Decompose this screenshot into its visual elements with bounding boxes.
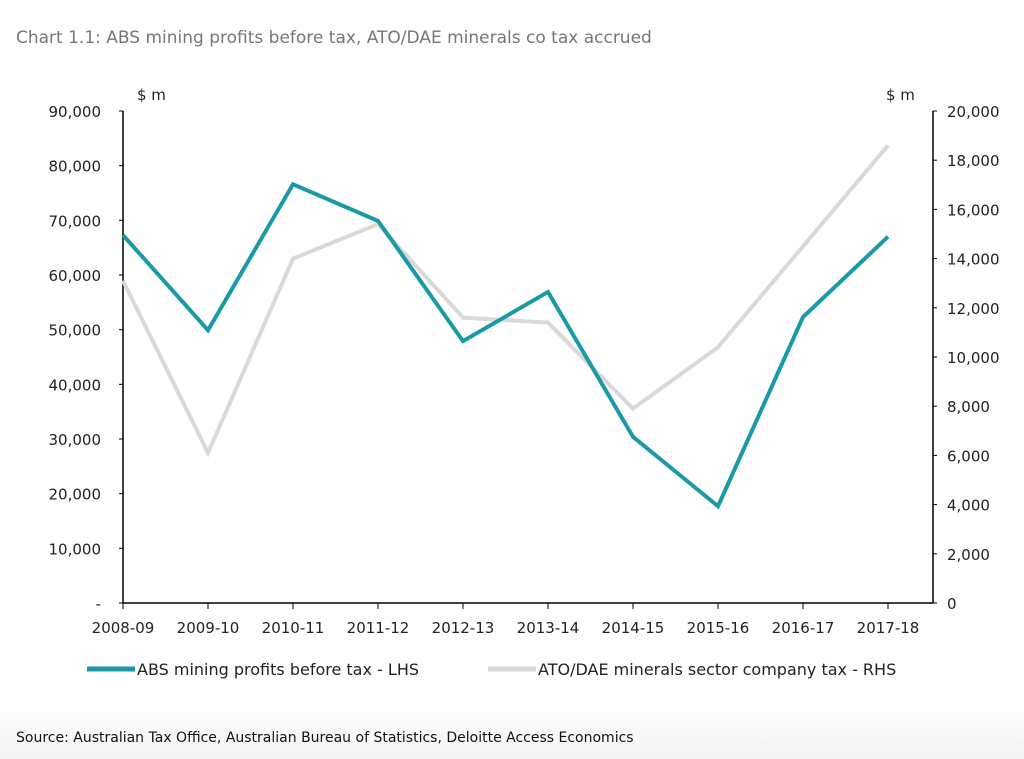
left-axis-unit: $ m (137, 86, 166, 104)
right-tick-label: 8,000 (947, 398, 990, 416)
left-tick-label: 20,000 (49, 486, 102, 504)
right-tick-label: 18,000 (947, 152, 1000, 170)
right-axis-unit: $ m (886, 86, 915, 104)
right-tick-label: 12,000 (947, 300, 1000, 318)
right-tick-label: 2,000 (947, 546, 990, 564)
right-tick-label: 10,000 (947, 349, 1000, 367)
x-tick-label: 2013-14 (517, 619, 580, 637)
left-tick-label: 50,000 (49, 322, 102, 340)
right-tick-label: 4,000 (947, 497, 990, 515)
x-tick-label: 2016-17 (772, 619, 835, 637)
legend-label-abs: ABS mining profits before tax - LHS (137, 660, 419, 679)
left-tick-label: 30,000 (49, 431, 102, 449)
line-chart: - 10,000 20,000 30,000 40,000 50,000 60,000 70,… (49, 86, 1000, 679)
right-tick-label: 6,000 (947, 447, 990, 465)
series-line-abs-profits (121, 181, 890, 510)
left-tick-label: 90,000 (49, 103, 102, 121)
x-tick-label: 2008-09 (92, 619, 155, 637)
x-tick-label: 2011-12 (347, 619, 410, 637)
right-tick-label: 0 (947, 595, 957, 613)
right-tick-label: 14,000 (947, 251, 1000, 269)
right-tick-label: 20,000 (947, 103, 1000, 121)
left-tick-label: - (96, 595, 101, 613)
x-tick-label: 2017-18 (857, 619, 920, 637)
x-tick-label: 2012-13 (432, 619, 495, 637)
x-tick-label: 2015-16 (687, 619, 750, 637)
chart-title: Chart 1.1: ABS mining profits before tax… (16, 28, 652, 48)
left-tick-label: 70,000 (49, 212, 102, 230)
left-tick-label: 40,000 (49, 376, 102, 394)
x-tick-label: 2010-11 (262, 619, 325, 637)
series-line-ato-tax (121, 144, 890, 458)
x-tick-label: 2014-15 (602, 619, 665, 637)
left-tick-label: 80,000 (49, 158, 102, 176)
x-tick-label: 2009-10 (177, 619, 240, 637)
source-note: Source: Australian Tax Office, Australia… (16, 730, 634, 746)
right-tick-label: 16,000 (947, 201, 1000, 219)
footer-band (0, 700, 1024, 759)
legend-label-ato: ATO/DAE minerals sector company tax - RH… (538, 660, 896, 679)
left-tick-label: 10,000 (49, 540, 102, 558)
left-tick-label: 60,000 (49, 267, 102, 285)
